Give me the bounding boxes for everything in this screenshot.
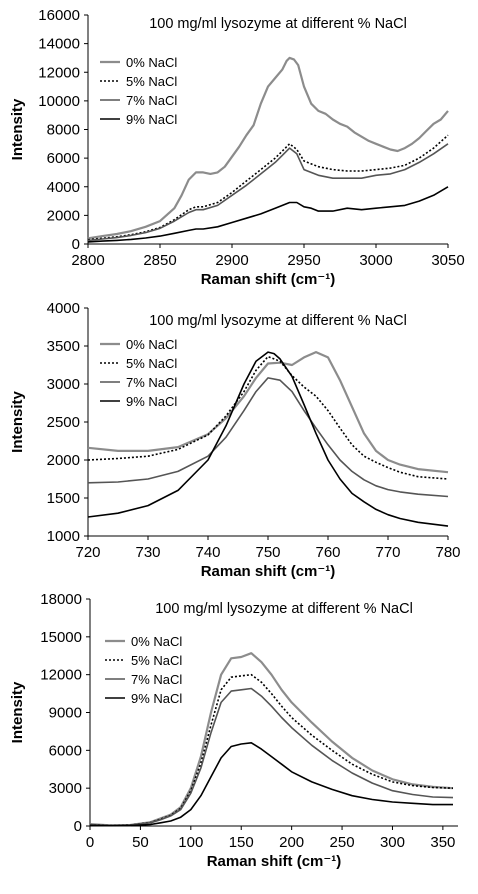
series-line-9-nacl — [87, 186, 449, 243]
legend-label: 7% NaCl — [131, 672, 182, 687]
y-tick-label: 4000 — [47, 300, 80, 317]
series-line-7-nacl — [87, 143, 449, 242]
legend-label: 9% NaCl — [131, 691, 182, 706]
y-tick-label: 10000 — [38, 93, 80, 110]
y-axis-label: Intensity — [9, 98, 26, 160]
legend-label: 9% NaCl — [126, 112, 177, 127]
series-line-7-nacl — [89, 687, 454, 827]
x-tick-label: 740 — [195, 544, 220, 561]
chart-panel-3: 0 3000 6000 9000 12000 15000 18000 0 50 100 150 200… — [9, 591, 458, 870]
x-tick-label: 2800 — [71, 252, 104, 269]
y-tick-label: 8000 — [47, 122, 80, 139]
series-line-0-nacl — [87, 56, 449, 240]
y-tick-label: 15000 — [40, 629, 82, 646]
y-tick-label: 6000 — [47, 150, 80, 167]
y-tick-label: 3000 — [49, 780, 82, 797]
y-tick-label: 6000 — [49, 742, 82, 759]
x-tick-label: 2850 — [143, 252, 176, 269]
legend: 0% NaCl 5% NaCl 7% NaCl 9% NaCl — [100, 55, 177, 127]
series-line-9-nacl — [87, 351, 449, 527]
legend-label: 0% NaCl — [126, 337, 177, 352]
y-tick-label: 1000 — [47, 528, 80, 545]
x-tick-label: 720 — [75, 544, 100, 561]
y-tick-label: 12000 — [40, 667, 82, 684]
legend: 0% NaCl 5% NaCl 7% NaCl 9% NaCl — [105, 634, 182, 706]
y-tick-label: 9000 — [49, 705, 82, 722]
x-tick-label: 760 — [315, 544, 340, 561]
y-axis-label: Intensity — [9, 681, 26, 743]
legend-label: 7% NaCl — [126, 375, 177, 390]
x-tick-label: 750 — [255, 544, 280, 561]
series-line-0-nacl — [87, 351, 449, 474]
x-axis-label: Raman shift (cm⁻¹) — [201, 563, 336, 580]
series-line-7-nacl — [87, 377, 449, 498]
chart-panel-1: 0 2000 4000 6000 8000 10000 12000 14000 16000 280… — [9, 7, 465, 288]
x-tick-label: 3000 — [359, 252, 392, 269]
x-tick-label: 780 — [435, 544, 460, 561]
x-tick-label: 3050 — [431, 252, 464, 269]
chart-title: 100 mg/ml lysozyme at different % NaCl — [155, 601, 413, 617]
y-tick-label: 14000 — [38, 36, 80, 53]
y-tick-label: 0 — [72, 236, 80, 253]
y-tick-label: 2000 — [47, 452, 80, 469]
x-tick-label: 350 — [430, 834, 455, 851]
x-tick-label: 200 — [279, 834, 304, 851]
x-tick-label: 0 — [86, 834, 94, 851]
x-tick-label: 770 — [375, 544, 400, 561]
y-tick-label: 18000 — [40, 591, 82, 608]
legend-label: 5% NaCl — [131, 653, 182, 668]
y-tick-label: 0 — [74, 818, 82, 835]
chart-title: 100 mg/ml lysozyme at different % NaCl — [149, 16, 407, 32]
x-tick-label: 2900 — [215, 252, 248, 269]
x-axis-label: Raman shift (cm⁻¹) — [207, 853, 342, 870]
x-tick-label: 100 — [178, 834, 203, 851]
chart-panel-2: 1000 1500 2000 2500 3000 3500 4000 720 730 740 750… — [9, 300, 461, 580]
y-axis-label: Intensity — [9, 391, 26, 453]
x-tick-label: 150 — [229, 834, 254, 851]
y-tick-label: 16000 — [38, 7, 80, 24]
x-tick-label: 250 — [330, 834, 355, 851]
x-tick-label: 2950 — [287, 252, 320, 269]
legend-label: 9% NaCl — [126, 394, 177, 409]
series-line-9-nacl — [89, 741, 453, 827]
x-tick-label: 300 — [380, 834, 405, 851]
legend-label: 5% NaCl — [126, 74, 177, 89]
y-tick-label: 12000 — [38, 64, 80, 81]
y-tick-label: 1500 — [47, 490, 80, 507]
y-tick-label: 4000 — [47, 179, 80, 196]
legend-label: 0% NaCl — [126, 55, 177, 70]
x-tick-label: 50 — [132, 834, 149, 851]
x-tick-label: 730 — [135, 544, 160, 561]
x-axis-label: Raman shift (cm⁻¹) — [201, 271, 336, 288]
legend-label: 0% NaCl — [131, 634, 182, 649]
legend-label: 7% NaCl — [126, 93, 177, 108]
y-tick-label: 2500 — [47, 414, 80, 431]
y-tick-label: 2000 — [47, 207, 80, 224]
legend: 0% NaCl 5% NaCl 7% NaCl 9% NaCl — [100, 337, 177, 409]
legend-label: 5% NaCl — [126, 356, 177, 371]
y-tick-label: 3000 — [47, 376, 80, 393]
y-tick-label: 3500 — [47, 338, 80, 355]
chart-title: 100 mg/ml lysozyme at different % NaCl — [149, 313, 407, 329]
